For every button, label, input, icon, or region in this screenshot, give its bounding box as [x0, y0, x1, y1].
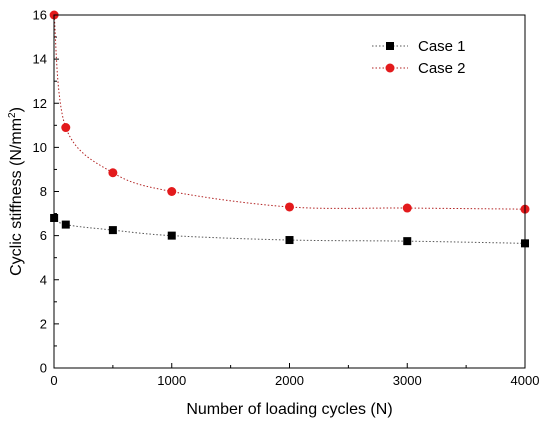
y-axis-label-superscript: 2 [7, 112, 18, 118]
x-tick-label: 4000 [511, 373, 540, 388]
data-point-case-1 [403, 237, 412, 246]
axis-ticks: 0 1000 2000 3000 4000 0 2 4 6 8 10 12 14 16 [33, 8, 540, 389]
legend-item-case-1: Case 1 [372, 38, 466, 55]
y-tick-label: 14 [33, 52, 47, 67]
x-axis-label: Number of loading cycles (N) [186, 401, 392, 418]
y-tick-label: 16 [33, 8, 47, 23]
y-tick-label: 8 [40, 184, 47, 199]
legend-label-case-1: Case 1 [418, 38, 466, 55]
data-point-case-2 [167, 187, 177, 196]
x-tick-label: 3000 [393, 373, 422, 388]
plot-area-frame [53, 14, 526, 369]
x-tick-label: 0 [50, 373, 57, 388]
data-point-case-1 [285, 236, 294, 245]
y-tick-label: 0 [40, 361, 47, 376]
y-axis-label-main: Cyclic stiffness (N/mm [8, 118, 25, 276]
data-point-case-1 [61, 220, 70, 229]
x-tick-label: 1000 [157, 373, 186, 388]
data-point-case-2 [108, 168, 118, 178]
legend-item-case-2: Case 2 [372, 60, 466, 77]
legend-label-case-2: Case 2 [418, 60, 466, 77]
y-tick-label: 2 [40, 316, 47, 331]
y-tick-label: 10 [33, 140, 47, 155]
x-tick-label: 2000 [275, 373, 304, 388]
data-point-case-1 [108, 226, 117, 235]
data-point-case-2 [402, 203, 412, 213]
data-point-case-1 [167, 231, 176, 240]
y-tick-label: 12 [33, 96, 47, 111]
data-point-case-2 [285, 202, 294, 212]
y-tick-label: 4 [40, 272, 47, 287]
y-axis-label-end: ) [8, 107, 25, 112]
series-line-case-1 [53, 217, 526, 244]
y-tick-label: 6 [40, 228, 47, 243]
legend: Case 1 Case 2 [372, 38, 466, 77]
y-axis-label: Cyclic stiffness (N/mm2) [7, 107, 25, 276]
legend-marker-case-2 [385, 63, 395, 73]
data-point-case-2 [61, 123, 71, 133]
legend-marker-case-1 [386, 42, 394, 50]
